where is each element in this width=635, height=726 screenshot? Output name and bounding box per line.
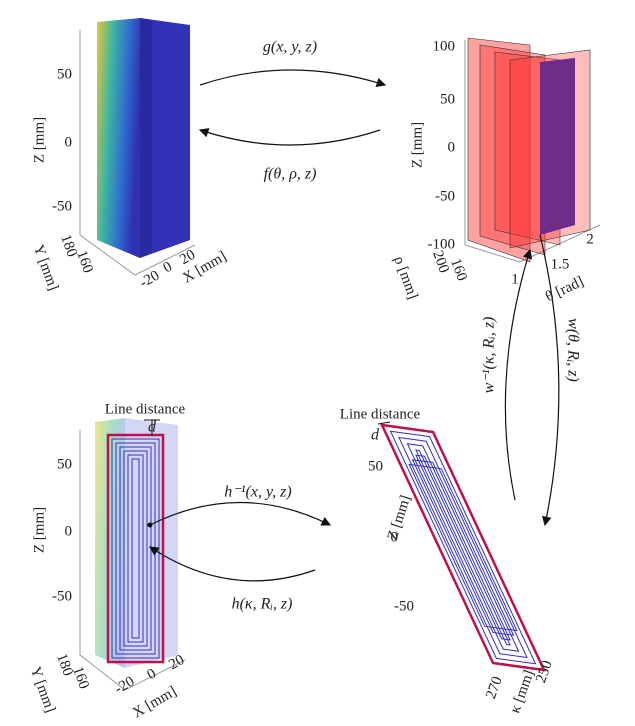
tick-label: 50: [440, 91, 455, 107]
unrolled-plane: [378, 422, 544, 670]
arrow: [505, 250, 530, 500]
arrow: [540, 235, 559, 525]
tick-label: 50: [57, 66, 72, 82]
tick-label: 0: [160, 259, 174, 277]
tick-label: 50: [368, 458, 383, 474]
cartesian-block-lines: [80, 418, 185, 690]
annotation: Line distance: [340, 406, 421, 422]
path-line: [399, 438, 527, 658]
axis-label: θ [rad]: [543, 274, 586, 305]
tick-label: 1.5: [551, 256, 570, 272]
boundary: [382, 425, 544, 670]
mapping-label: h⁻¹(x, y, z): [224, 484, 291, 501]
axis-label: X [mm]: [130, 684, 180, 722]
tick-label: 0: [448, 139, 456, 155]
axis-label: Z [mm]: [31, 507, 47, 553]
tick-label: 0: [65, 523, 73, 539]
cartesian-block: [80, 18, 195, 275]
tick-label: 160: [447, 256, 470, 283]
path-line: [416, 450, 510, 645]
annotation: d: [371, 427, 380, 444]
mapping-label: f(θ, ρ, z): [264, 166, 317, 183]
annotation: Line distance: [105, 401, 186, 417]
tick-label: 50: [57, 456, 72, 472]
tick-label: 250: [533, 658, 556, 685]
mapping-label: h(κ, Rᵢ, z): [232, 596, 293, 613]
tick-label: -20: [137, 268, 162, 292]
tick-label: 160: [69, 664, 92, 691]
tick-label: 160: [73, 248, 96, 275]
axis-label: Z [mm]: [385, 493, 415, 542]
tick-label: 1: [511, 271, 519, 287]
mapping-label: w(θ, Rᵢ, z): [564, 318, 581, 382]
tick-label: 270: [483, 674, 506, 701]
tick-label: 2: [586, 231, 594, 247]
path-line: [407, 444, 518, 651]
tick-label: 0: [391, 529, 399, 545]
axis-label: Y [mm]: [30, 243, 61, 293]
axis-label: Y [mm]: [27, 665, 58, 715]
path-line: [409, 464, 517, 630]
tick-label: -50: [52, 198, 72, 214]
tick-label: 0: [65, 134, 73, 150]
tick-label: -50: [52, 588, 72, 604]
annotation: d: [148, 419, 157, 436]
mapping-label: w⁻¹(κ, Rᵢ, z): [481, 317, 498, 394]
tick-label: -50: [394, 598, 414, 614]
arrow: [200, 70, 385, 85]
tick-label: 100: [433, 38, 456, 54]
tick-label: -20: [112, 674, 137, 698]
arrow: [200, 130, 380, 145]
axis-label: ρ [mm]: [390, 254, 420, 301]
path-line: [416, 455, 510, 640]
figure: Z [mm] 50 0 -50 Y [mm] 180 160 20 0 -20 …: [0, 0, 635, 726]
mapping-label: g(x, y, z): [263, 39, 317, 56]
tick-label: -50: [435, 188, 455, 204]
axis-label: κ [mm]: [507, 668, 537, 715]
axis-label: Z [mm]: [31, 117, 47, 163]
cylindrical-block: [465, 38, 600, 262]
axis-label: Z [mm]: [409, 122, 425, 168]
